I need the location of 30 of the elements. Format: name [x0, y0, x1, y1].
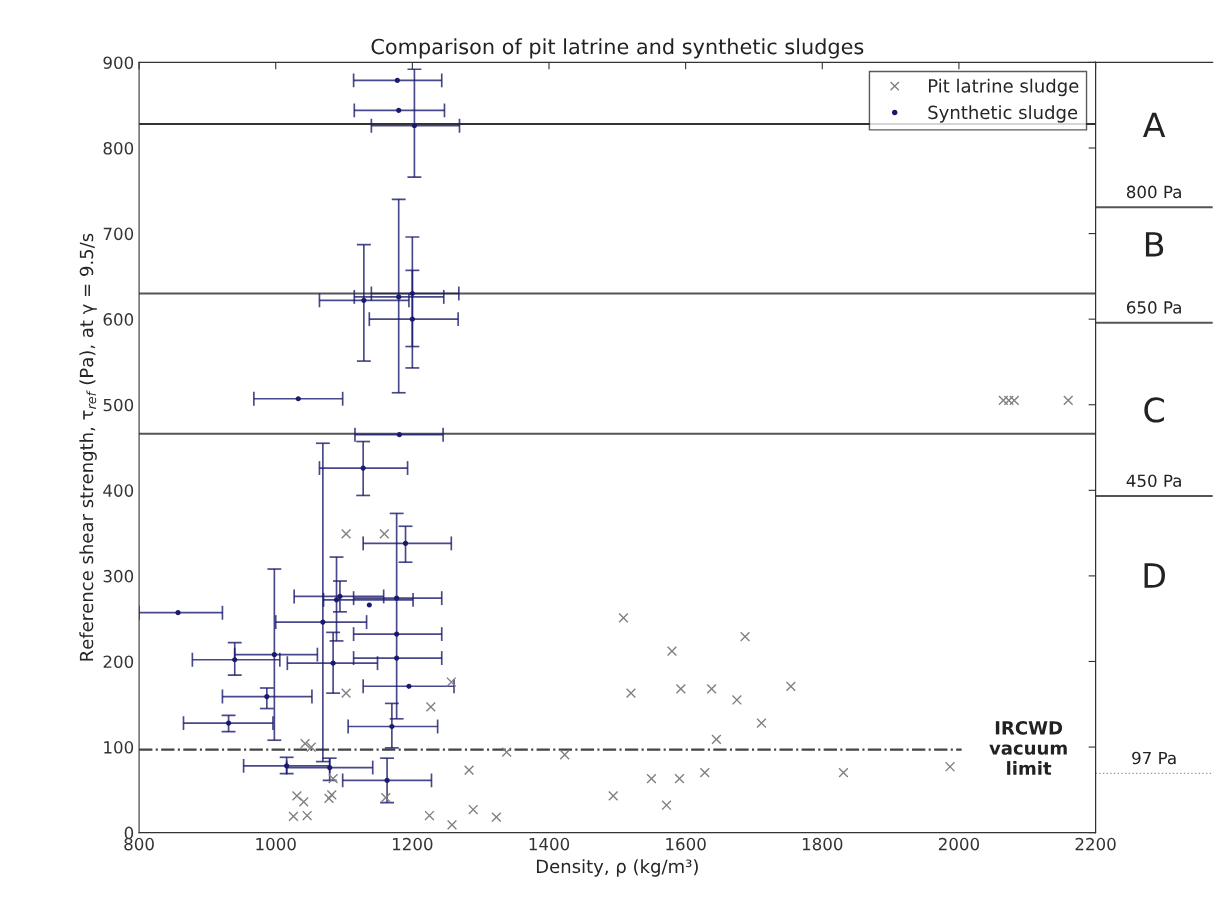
- y-tick-label: 900: [103, 56, 134, 69]
- x-tick-label: 1800: [802, 837, 843, 851]
- y-tick-label: 100: [104, 741, 134, 754]
- y-tick-label: 400: [103, 484, 134, 497]
- y-tick-label: 800: [103, 141, 134, 155]
- x-tick-label: 1400: [529, 837, 570, 851]
- x-tick-label: 1000: [256, 837, 296, 851]
- text: B: [1145, 232, 1164, 257]
- y-tick-label: 200: [103, 655, 134, 669]
- text: 97 Pa: [1132, 751, 1176, 765]
- y-axis-title: Reference shear strength, τ$_{ref}$ (Pa), at γ = 9.5/s: [79, 233, 97, 661]
- ref-line-label: IRCWD vacuum limit: [989, 720, 1067, 775]
- text: C: [1144, 397, 1164, 423]
- text: D: [1144, 563, 1165, 588]
- y-tick-label: 300: [103, 569, 134, 583]
- y-tick-label: 700: [103, 227, 134, 241]
- x-tick-label: 2000: [938, 837, 980, 851]
- x-tick-label: 1200: [392, 837, 433, 851]
- legend-label: Pit latrine sludge: [928, 78, 1079, 97]
- x-tick-label: 1600: [666, 837, 706, 851]
- legend-label: Synthetic sludge: [928, 105, 1078, 123]
- y-tick-label: 500: [103, 398, 134, 412]
- text: 650 Pa: [1126, 301, 1181, 314]
- x-tick-label: 2200: [1075, 837, 1116, 851]
- y-tick-label: 600: [103, 313, 134, 326]
- x-axis-title: Density, ρ (kg/m³): [536, 859, 698, 877]
- chart-title: Comparison of pit latrine and synthetic sludges: [371, 38, 864, 59]
- text: A: [1142, 112, 1166, 138]
- text: 450 Pa: [1126, 474, 1181, 488]
- text: 800 Pa: [1126, 185, 1181, 199]
